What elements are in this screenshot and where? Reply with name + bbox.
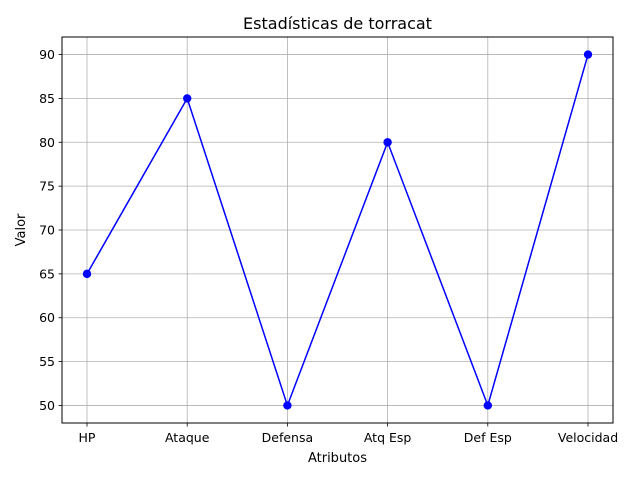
x-tick-label: HP [79,430,96,445]
data-point [283,401,292,410]
data-point [183,94,192,103]
data-point [383,138,392,147]
chart-title: Estadísticas de torracat [243,14,432,33]
x-tick-label: Ataque [165,430,210,445]
grid [62,37,613,423]
y-tick-label: 85 [39,91,55,106]
x-tick-label: Def Esp [464,430,512,445]
data-point [583,50,593,59]
x-axis-label: Atributos [308,451,367,466]
y-tick-label: 75 [39,179,55,194]
y-axis-label: Valor [14,213,29,246]
y-tick-label: 60 [39,310,55,325]
y-tick-label: 55 [39,354,55,369]
x-tick-label: Velocidad [558,430,618,445]
y-tick-label: 70 [39,223,55,238]
y-tick-label: 80 [39,135,55,150]
y-tick-label: 65 [39,266,55,281]
series [82,50,593,410]
data-point [483,401,492,410]
y-axis-ticks: 50 55 60 65 70 75 80 85 90 [39,47,62,413]
plot-area-frame [61,36,614,424]
data-point [82,269,92,279]
x-tick-label: Atq Esp [364,430,412,445]
y-tick-label: 90 [39,47,55,62]
x-axis-ticks: HP Ataque Defensa Atq Esp Def Esp Velocidad [79,423,618,445]
series-line [86,54,589,407]
x-tick-label: Defensa [262,430,314,445]
y-tick-label: 50 [39,398,55,413]
